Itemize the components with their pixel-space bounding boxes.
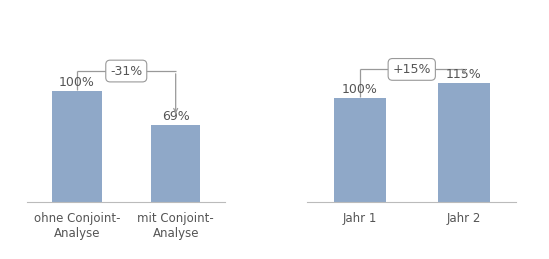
Text: 100%: 100%	[59, 76, 95, 89]
Bar	[438, 83, 490, 202]
Bar	[151, 125, 200, 202]
Text: 69%: 69%	[162, 110, 189, 123]
Text: 100%: 100%	[341, 83, 378, 96]
Bar	[334, 98, 385, 202]
Text: 115%: 115%	[446, 68, 482, 81]
Text: +15%: +15%	[393, 63, 431, 76]
Bar	[52, 91, 102, 202]
Text: -31%: -31%	[110, 64, 142, 77]
